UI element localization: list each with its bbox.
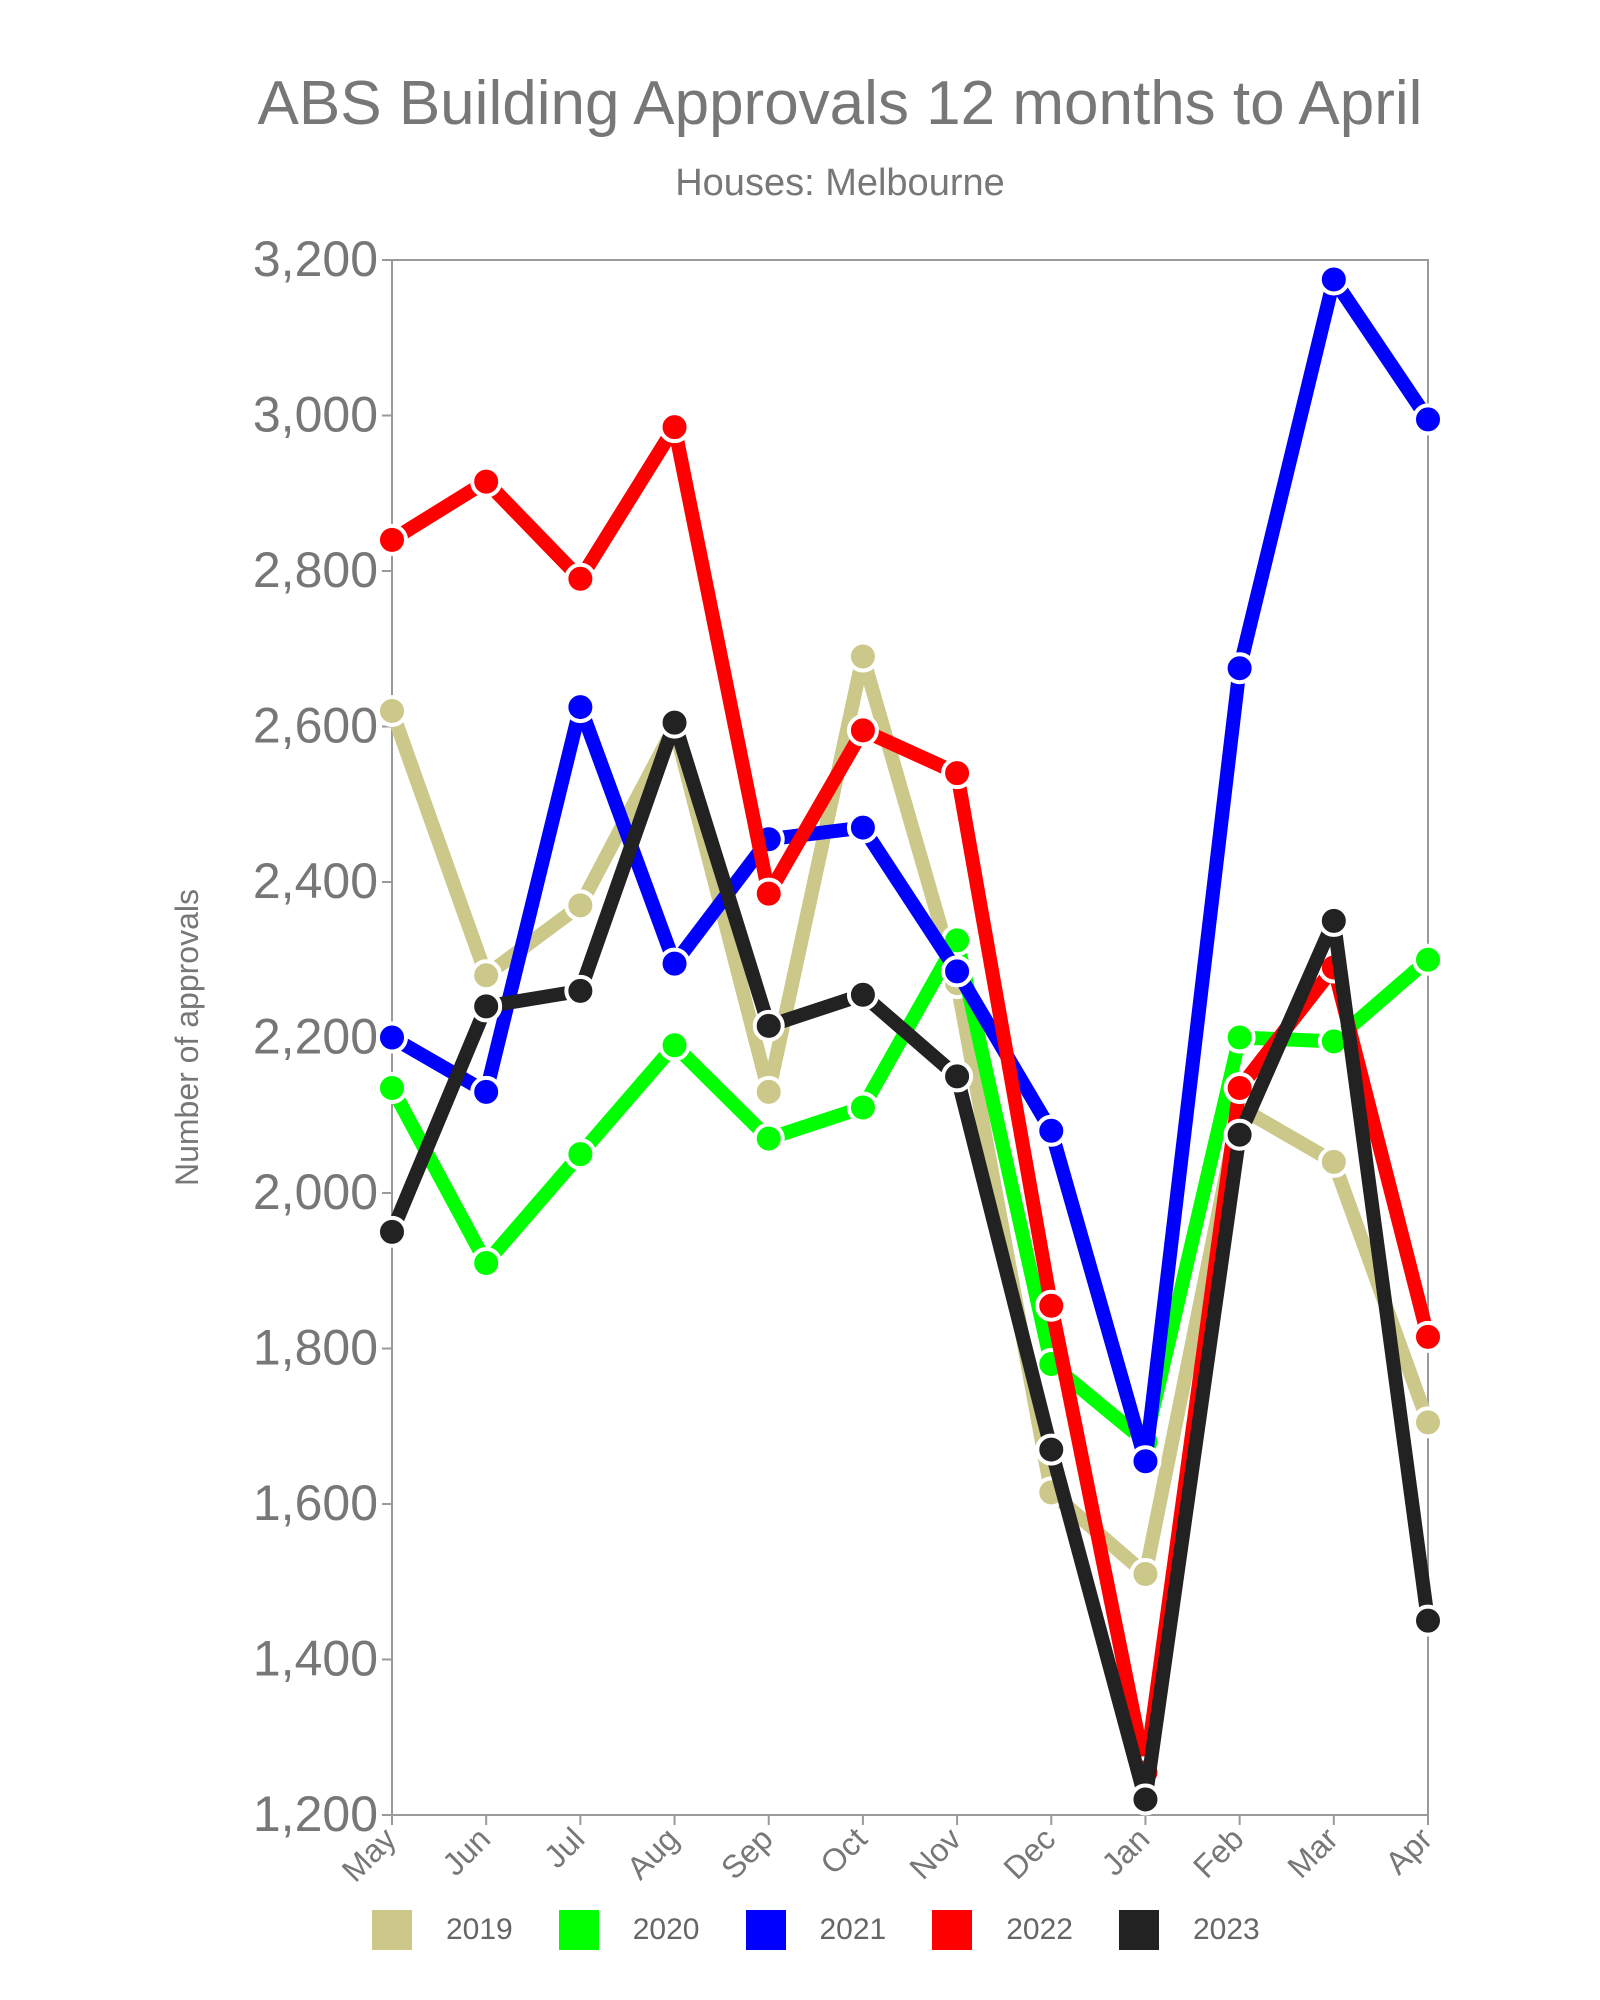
- data-point-2019: [1412, 1406, 1444, 1439]
- data-point-2020: [658, 1029, 691, 1062]
- data-point-2023: [1129, 1783, 1162, 1816]
- legend-swatch: [372, 1910, 412, 1950]
- legend-swatch: [932, 1910, 973, 1950]
- data-point-2023: [1412, 1604, 1444, 1637]
- data-point-2019: [564, 889, 597, 922]
- data-point-2022: [470, 465, 503, 498]
- y-tick-label: 2,600: [253, 698, 378, 754]
- data-point-2019: [470, 959, 503, 992]
- y-tick-label: 3,200: [253, 231, 378, 287]
- data-point-2023: [470, 990, 503, 1023]
- x-tick-label: Apr: [1378, 1820, 1439, 1881]
- data-point-2021: [1317, 263, 1350, 296]
- data-point-2022: [941, 757, 974, 790]
- legend-label: 2021: [819, 1913, 887, 1946]
- data-point-2019: [1129, 1557, 1162, 1590]
- data-point-2020: [470, 1246, 503, 1279]
- x-tick-label: Jan: [1094, 1820, 1156, 1882]
- legend-label: 2023: [1193, 1913, 1260, 1946]
- legend: 2019 2020 2021 2022 2023: [372, 1908, 1306, 1952]
- x-tick-label: Sep: [714, 1820, 780, 1886]
- data-point-2020: [1412, 943, 1444, 976]
- data-point-2022: [1035, 1289, 1068, 1322]
- legend-item[interactable]: 2020: [558, 1910, 700, 1950]
- y-tick-label: 2,200: [253, 1009, 378, 1065]
- legend-label: 2019: [446, 1913, 513, 1946]
- x-tick-label: Feb: [1186, 1820, 1250, 1884]
- data-point-2023: [752, 1009, 785, 1042]
- series-line-2019: [385, 649, 1435, 1581]
- data-point-2020: [1223, 1021, 1256, 1054]
- data-point-2021: [846, 811, 879, 844]
- data-point-2022: [752, 877, 785, 910]
- series-line-2023: [385, 715, 1435, 1807]
- y-tick-label: 1,200: [253, 1786, 378, 1842]
- data-point-2019: [846, 640, 879, 673]
- data-point-2022: [1412, 1320, 1444, 1353]
- data-point-2020: [564, 1138, 597, 1171]
- data-point-2023: [564, 974, 597, 1007]
- series-line-2020: [385, 933, 1435, 1449]
- y-tick-label: 1,400: [253, 1631, 378, 1687]
- data-point-2022: [376, 523, 408, 556]
- x-tick-label: Jul: [537, 1820, 591, 1874]
- legend-item[interactable]: 2023: [1119, 1910, 1260, 1950]
- legend-swatch: [558, 1910, 599, 1950]
- legend-item[interactable]: 2021: [745, 1910, 887, 1950]
- y-tick-label: 3,000: [253, 387, 378, 443]
- chart-title: ABS Building Approvals 12 months to Apri…: [257, 69, 1423, 138]
- legend-swatch: [745, 1910, 786, 1950]
- data-point-2023: [1317, 904, 1350, 937]
- data-point-2021: [1223, 652, 1256, 685]
- y-axis-label: Number of approvals: [169, 889, 205, 1186]
- data-point-2021: [564, 691, 597, 724]
- legend-label: 2020: [632, 1913, 700, 1946]
- x-tick-label: Nov: [902, 1820, 968, 1886]
- x-tick-label: Mar: [1280, 1820, 1345, 1885]
- data-point-2019: [752, 1075, 785, 1108]
- data-point-2023: [658, 706, 691, 739]
- data-point-2021: [376, 1021, 408, 1054]
- data-point-2022: [564, 562, 597, 595]
- series-line-2022: [385, 420, 1435, 1780]
- y-tick-label: 2,800: [253, 542, 378, 598]
- legend-item[interactable]: 2019: [372, 1910, 513, 1950]
- chart-subtitle: Houses: Melbourne: [675, 162, 1005, 204]
- data-point-2021: [470, 1075, 503, 1108]
- data-point-2023: [941, 1060, 974, 1093]
- y-tick-label: 1,600: [253, 1475, 378, 1531]
- data-point-2022: [658, 411, 691, 444]
- x-tick-label: Oct: [813, 1820, 874, 1881]
- data-point-2019: [1317, 1145, 1350, 1178]
- series-line-2021: [385, 272, 1435, 1469]
- data-point-2023: [1035, 1433, 1068, 1466]
- x-tick-label: Aug: [620, 1820, 686, 1886]
- y-tick-label: 1,800: [253, 1320, 378, 1376]
- data-point-2023: [846, 978, 879, 1011]
- data-point-2020: [846, 1091, 879, 1124]
- data-point-2023: [1223, 1118, 1256, 1151]
- legend-swatch: [1119, 1910, 1159, 1950]
- y-tick-label: 2,400: [253, 853, 378, 909]
- data-point-2021: [1129, 1445, 1162, 1478]
- data-point-2021: [941, 955, 974, 988]
- legend-label: 2022: [1006, 1913, 1073, 1946]
- data-point-2022: [846, 714, 879, 747]
- x-tick-label: Dec: [997, 1820, 1063, 1886]
- data-point-2019: [376, 694, 408, 727]
- data-point-2021: [658, 947, 691, 980]
- data-point-2021: [1412, 403, 1444, 436]
- data-point-2020: [752, 1122, 785, 1155]
- data-point-2023: [376, 1215, 408, 1248]
- x-tick-label: Jun: [435, 1820, 497, 1882]
- data-point-2021: [1035, 1114, 1068, 1147]
- data-point-2020: [376, 1072, 408, 1105]
- legend-item[interactable]: 2022: [932, 1910, 1073, 1950]
- y-tick-label: 2,000: [253, 1164, 378, 1220]
